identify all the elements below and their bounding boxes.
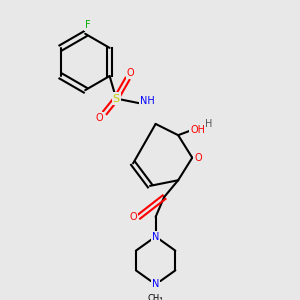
Text: N: N — [152, 280, 159, 290]
Text: OH: OH — [190, 124, 206, 135]
Text: O: O — [129, 212, 137, 222]
Text: F: F — [85, 20, 91, 30]
Text: NH: NH — [140, 96, 154, 106]
Text: O: O — [127, 68, 134, 78]
Text: S: S — [112, 94, 120, 103]
Text: CH₃: CH₃ — [148, 294, 164, 300]
Text: N: N — [152, 232, 159, 242]
Text: H: H — [206, 119, 213, 129]
Text: O: O — [95, 113, 103, 123]
Text: O: O — [194, 153, 202, 163]
